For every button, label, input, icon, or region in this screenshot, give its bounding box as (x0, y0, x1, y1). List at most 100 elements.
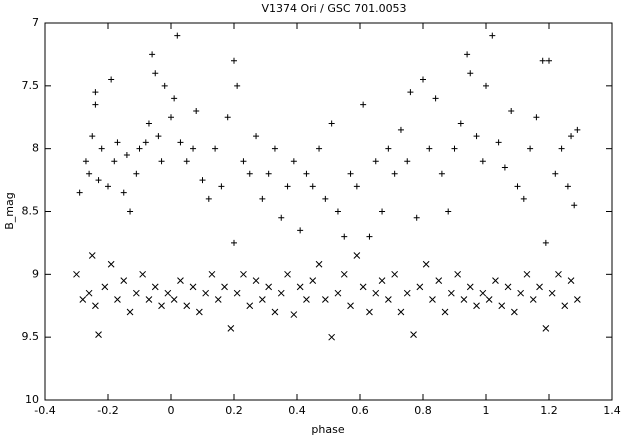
point (278, 214, 285, 221)
x-tick-label: -0.4 (34, 404, 55, 417)
point (542, 239, 549, 246)
point (571, 202, 578, 209)
y-tick-label: 9 (32, 267, 39, 280)
point (142, 139, 149, 146)
point (564, 183, 571, 190)
point (233, 289, 241, 297)
point (420, 76, 426, 83)
point (548, 289, 556, 297)
point (492, 277, 499, 284)
point (95, 177, 102, 184)
point (407, 89, 414, 96)
point (391, 170, 398, 177)
point (328, 333, 336, 341)
point (422, 260, 430, 268)
point (224, 114, 231, 121)
x-tick-label: 0.4 (288, 404, 306, 417)
point (510, 308, 518, 316)
point (514, 183, 521, 190)
point (574, 126, 581, 133)
point (334, 208, 341, 215)
point (372, 289, 380, 297)
point (114, 296, 121, 303)
point (174, 32, 181, 39)
point (189, 283, 197, 291)
point (517, 289, 525, 297)
point (379, 208, 386, 215)
point (284, 270, 291, 278)
point (98, 145, 105, 152)
point (95, 331, 102, 339)
x-tick-label: 1.2 (540, 404, 558, 417)
point (290, 158, 297, 165)
point (473, 133, 480, 140)
point (183, 302, 191, 310)
point (341, 233, 348, 240)
point (107, 260, 115, 268)
point (297, 227, 304, 234)
point (303, 170, 310, 177)
point (479, 289, 487, 297)
point (321, 296, 329, 303)
point (347, 170, 354, 177)
point (457, 120, 464, 127)
point (495, 139, 502, 146)
point (253, 133, 260, 140)
point (309, 183, 316, 190)
point (246, 170, 253, 177)
point (231, 239, 237, 246)
point (271, 308, 279, 316)
point (152, 70, 159, 77)
point (92, 302, 99, 310)
point (158, 158, 165, 165)
point (360, 101, 367, 108)
point (120, 277, 128, 284)
point (108, 76, 115, 83)
point (85, 289, 93, 297)
point (277, 289, 285, 297)
point (567, 277, 575, 284)
point (132, 289, 140, 297)
point (136, 145, 143, 152)
point (467, 70, 474, 77)
x-tick-label: 1.4 (603, 404, 621, 417)
point (558, 145, 565, 152)
x-tick-label: 1 (483, 404, 490, 417)
point (73, 270, 80, 278)
point (123, 151, 130, 158)
point (193, 107, 200, 114)
point (92, 89, 99, 96)
point (489, 32, 496, 39)
point (384, 296, 392, 303)
point (240, 158, 247, 165)
point (202, 289, 210, 297)
point (485, 296, 493, 303)
point (199, 177, 206, 184)
point (404, 158, 411, 165)
point (322, 195, 329, 202)
point (145, 296, 153, 303)
point (520, 195, 527, 202)
y-tick-label: 8.5 (22, 205, 40, 218)
y-tick-label: 8 (32, 142, 39, 155)
point (366, 233, 373, 240)
point (126, 308, 134, 316)
point (149, 51, 156, 58)
point (397, 126, 404, 133)
point (101, 283, 109, 291)
point (218, 183, 225, 190)
point (177, 139, 184, 146)
y-tick-label: 7 (32, 16, 39, 29)
point (552, 170, 559, 177)
point (353, 183, 360, 190)
point (246, 302, 254, 310)
point (359, 283, 367, 291)
point (466, 283, 474, 291)
y-tick-label: 9.5 (22, 330, 40, 343)
point (460, 296, 468, 303)
y-tick-label: 7.5 (22, 79, 40, 92)
point (315, 260, 323, 268)
point (309, 277, 317, 284)
point (473, 302, 480, 310)
